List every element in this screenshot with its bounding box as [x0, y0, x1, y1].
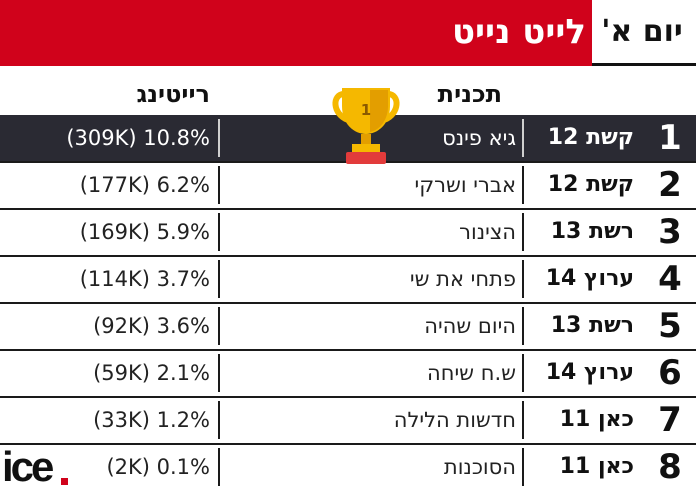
logo-text: ice: [2, 443, 54, 490]
rank-cell: 2: [658, 165, 682, 205]
header-banner: [0, 0, 592, 66]
channel-cell: קשת 12: [547, 172, 634, 197]
row-divider: [0, 443, 696, 445]
column-divider: [522, 260, 524, 298]
rank-cell: 3: [658, 212, 682, 252]
rating-cell: (92K) 3.6%: [93, 314, 210, 338]
column-divider: [218, 213, 220, 251]
column-divider: [522, 166, 524, 204]
row-divider: [0, 208, 696, 210]
table-row: (114K) 3.7% פתחי את שי ערוץ 14 4: [0, 256, 696, 304]
column-divider: [218, 166, 220, 204]
show-cell: חדשות הלילה: [393, 408, 516, 432]
rating-cell: (33K) 1.2%: [93, 408, 210, 432]
table-row: (177K) 6.2% אברי ושרקי קשת 12 2: [0, 162, 696, 210]
channel-cell: כאן 11: [559, 407, 634, 432]
column-divider: [522, 213, 524, 251]
row-divider: [0, 396, 696, 398]
table-row: (33K) 1.2% חדשות הלילה כאן 11 7: [0, 397, 696, 445]
table-row: (2K) 0.1% הסוכנות כאן 11 8: [0, 444, 696, 490]
rating-cell: (59K) 2.1%: [93, 361, 210, 385]
table-row: (92K) 3.6% היום שהיה רשת 13 5: [0, 303, 696, 351]
page-title: לייט נייט: [451, 12, 586, 52]
column-divider: [218, 307, 220, 345]
channel-cell: רשת 13: [550, 219, 634, 244]
column-divider: [522, 354, 524, 392]
trophy-number: 1: [361, 101, 371, 119]
column-header-rating: רייטינג: [136, 80, 210, 108]
column-divider: [522, 401, 524, 439]
rating-cell: (2K) 0.1%: [106, 455, 210, 479]
rank-cell: 1: [658, 118, 682, 158]
column-header-show: תכנית: [437, 80, 502, 108]
ice-logo: ice: [2, 443, 68, 490]
rating-cell: (114K) 3.7%: [79, 267, 210, 291]
channel-cell: ערוץ 14: [545, 266, 634, 291]
show-cell: היום שהיה: [424, 314, 516, 338]
column-divider: [218, 260, 220, 298]
show-cell: אברי ושרקי: [414, 173, 516, 197]
rank-cell: 8: [658, 447, 682, 487]
row-divider: [0, 302, 696, 304]
rank-cell: 5: [658, 306, 682, 346]
table-row: (59K) 2.1% ש.ח שיחה ערוץ 14 6: [0, 350, 696, 398]
logo-dot: [61, 478, 68, 485]
rank-cell: 4: [658, 259, 682, 299]
day-label-box: יום א': [592, 0, 696, 66]
channel-cell: ערוץ 14: [545, 360, 634, 385]
table-row: (169K) 5.9% הצינור רשת 13 3: [0, 209, 696, 257]
show-cell: פתחי את שי: [409, 267, 516, 291]
show-cell: הסוכנות: [443, 455, 516, 479]
column-divider: [522, 448, 524, 486]
channel-cell: כאן 11: [559, 454, 634, 479]
column-divider: [218, 354, 220, 392]
channel-cell: קשת 12: [547, 125, 634, 150]
rank-cell: 7: [658, 400, 682, 440]
row-divider: [0, 349, 696, 351]
column-divider: [218, 401, 220, 439]
rating-cell: (169K) 5.9%: [79, 220, 210, 244]
show-cell: הצינור: [459, 220, 516, 244]
channel-cell: רשת 13: [550, 313, 634, 338]
rating-cell: (309K) 10.8%: [66, 126, 210, 150]
show-cell: גיא פינס: [442, 126, 516, 150]
rating-cell: (177K) 6.2%: [79, 173, 210, 197]
column-divider: [522, 119, 524, 157]
trophy-icon: 1: [332, 88, 400, 164]
row-divider: [0, 255, 696, 257]
column-divider: [218, 448, 220, 486]
column-divider: [218, 119, 220, 157]
day-label: יום א': [601, 14, 683, 49]
rank-cell: 6: [658, 353, 682, 393]
column-divider: [522, 307, 524, 345]
show-cell: ש.ח שיחה: [427, 361, 516, 385]
